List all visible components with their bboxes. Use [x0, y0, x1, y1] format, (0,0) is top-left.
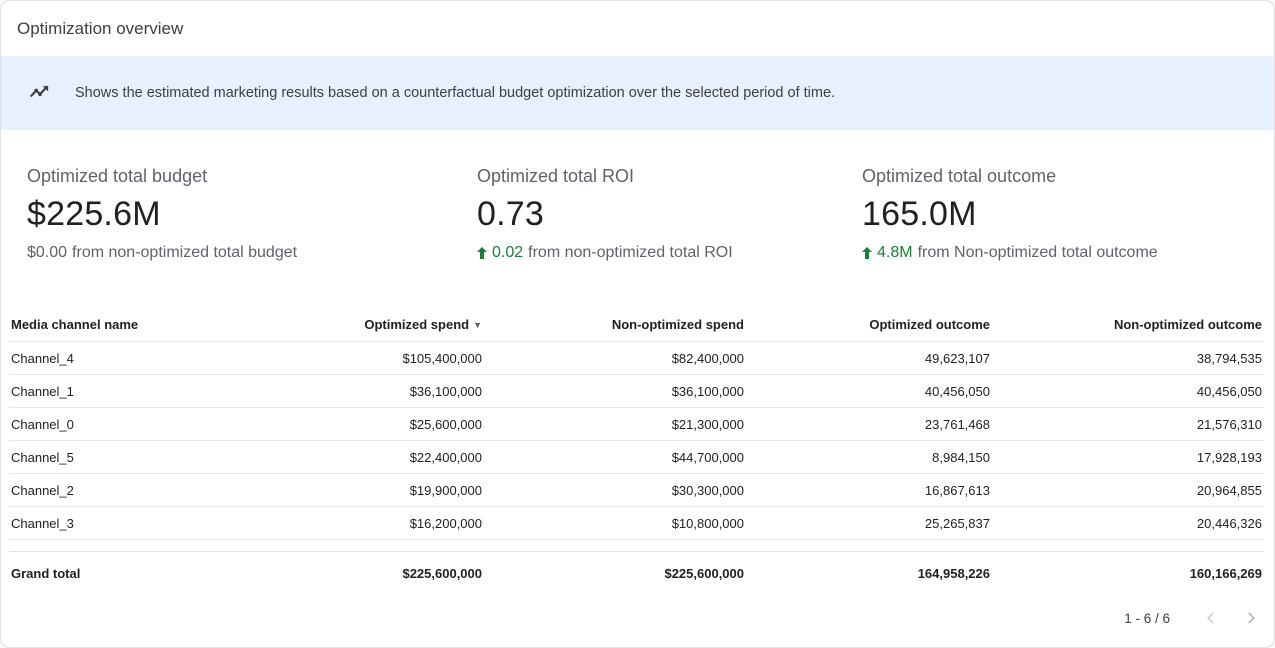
table-row: Channel_0 $25,600,000 $21,300,000 23,761,46…: [9, 407, 1264, 441]
value-cell: $21,300,000: [484, 407, 746, 441]
value-cell: 8,984,150: [746, 440, 992, 474]
kpi-label: Optimized total outcome: [862, 166, 1057, 186]
table-row: Channel_5 $22,400,000 $44,700,000 8,984,150…: [9, 440, 1264, 474]
banner-text: Shows the estimated marketing results ba…: [75, 85, 836, 101]
kpi-optimized-outcome: Optimized total outcome 165.0M 4.8M from…: [862, 166, 1248, 262]
table-row: Channel_1 $36,100,000 $36,100,000 40,456,05…: [9, 374, 1264, 408]
channel-name-cell: Channel_5: [9, 440, 309, 474]
kpi-value: 0.73: [477, 195, 544, 233]
kpi-delta: 4.8M from Non-optimized total outcome: [862, 244, 1248, 262]
kpi-label: Optimized total ROI: [477, 166, 635, 186]
sort-desc-icon: ▼: [473, 320, 482, 330]
column-header-non-optimized-outcome[interactable]: Non-optimized outcome: [992, 308, 1264, 342]
arrow-up-icon: [477, 247, 487, 259]
value-cell: 38,794,535: [992, 341, 1264, 375]
arrow-up-icon: [862, 247, 872, 259]
next-page-button[interactable]: [1238, 605, 1264, 631]
channel-table: Media channel name Optimized spend ▼ Non-…: [1, 262, 1274, 595]
kpi-optimized-roi: Optimized total ROI 0.73 0.02 from non-o…: [477, 166, 862, 262]
pagination: 1 - 6 / 6: [1, 595, 1274, 631]
kpi-value: $225.6M: [27, 195, 161, 233]
column-header-optimized-spend[interactable]: Optimized spend ▼: [309, 308, 484, 342]
value-cell: 20,964,855: [992, 473, 1264, 507]
value-cell: $36,100,000: [309, 374, 484, 408]
grand-total-label-cell: Grand total: [9, 551, 309, 595]
grand-total-row: Grand total $225,600,000 $225,600,000 164,9…: [9, 551, 1264, 595]
value-cell: 25,265,837: [746, 506, 992, 540]
kpi-delta: 0.02 from non-optimized total ROI: [477, 244, 862, 262]
value-cell: $82,400,000: [484, 341, 746, 375]
value-cell: 49,623,107: [746, 341, 992, 375]
kpi-label: Optimized total budget: [27, 166, 208, 186]
channel-name-cell: Channel_3: [9, 506, 309, 540]
previous-page-button[interactable]: [1198, 605, 1224, 631]
trend-line-icon: [27, 78, 53, 109]
value-cell: $105,400,000: [309, 341, 484, 375]
kpi-value: 165.0M: [862, 195, 977, 233]
channel-name-cell: Channel_2: [9, 473, 309, 507]
value-cell: $16,200,000: [309, 506, 484, 540]
value-cell: $30,300,000: [484, 473, 746, 507]
kpi-row: Optimized total budget $225.6M $0.00 fro…: [1, 130, 1274, 262]
value-cell: 21,576,310: [992, 407, 1264, 441]
column-header-media-channel[interactable]: Media channel name: [9, 308, 309, 342]
table-header-row: Media channel name Optimized spend ▼ Non-…: [9, 308, 1264, 342]
kpi-delta-text: from non-optimized total budget: [72, 244, 298, 261]
kpi-delta-text: from non-optimized total ROI: [528, 244, 733, 261]
card-title: Optimization overview: [17, 18, 184, 38]
grand-total-value-cell: 160,166,269: [992, 551, 1264, 595]
kpi-delta-value: $0.00: [27, 244, 68, 261]
kpi-delta-value: 4.8M: [877, 244, 913, 261]
channel-name-cell: Channel_0: [9, 407, 309, 441]
table-body: Channel_4 $105,400,000 $82,400,000 49,623,1…: [9, 341, 1264, 540]
kpi-delta-text: from Non-optimized total outcome: [917, 244, 1158, 261]
grand-total-value-cell: 164,958,226: [746, 551, 992, 595]
table-row: Channel_3 $16,200,000 $10,800,000 25,265,83…: [9, 506, 1264, 540]
kpi-delta: $0.00 from non-optimized total budget: [27, 244, 477, 262]
value-cell: 16,867,613: [746, 473, 992, 507]
grand-total-value-cell: $225,600,000: [309, 551, 484, 595]
channel-name-cell: Channel_4: [9, 341, 309, 375]
value-cell: $44,700,000: [484, 440, 746, 474]
value-cell: $19,900,000: [309, 473, 484, 507]
table-row: Channel_2 $19,900,000 $30,300,000 16,867,61…: [9, 473, 1264, 507]
value-cell: 40,456,050: [746, 374, 992, 408]
column-header-optimized-outcome[interactable]: Optimized outcome: [746, 308, 992, 342]
value-cell: 20,446,326: [992, 506, 1264, 540]
value-cell: 23,761,468: [746, 407, 992, 441]
kpi-optimized-budget: Optimized total budget $225.6M $0.00 fro…: [27, 166, 477, 262]
column-header-non-optimized-spend[interactable]: Non-optimized spend: [484, 308, 746, 342]
info-banner: Shows the estimated marketing results ba…: [1, 56, 1274, 130]
value-cell: 17,928,193: [992, 440, 1264, 474]
value-cell: 40,456,050: [992, 374, 1264, 408]
value-cell: $25,600,000: [309, 407, 484, 441]
channel-name-cell: Channel_1: [9, 374, 309, 408]
value-cell: $22,400,000: [309, 440, 484, 474]
grand-total-value-cell: $225,600,000: [484, 551, 746, 595]
spacer-row: [9, 540, 1264, 552]
value-cell: $36,100,000: [484, 374, 746, 408]
table-row: Channel_4 $105,400,000 $82,400,000 49,623,1…: [9, 341, 1264, 375]
value-cell: $10,800,000: [484, 506, 746, 540]
page-range-label: 1 - 6 / 6: [1124, 610, 1170, 626]
kpi-delta-value: 0.02: [492, 244, 524, 261]
